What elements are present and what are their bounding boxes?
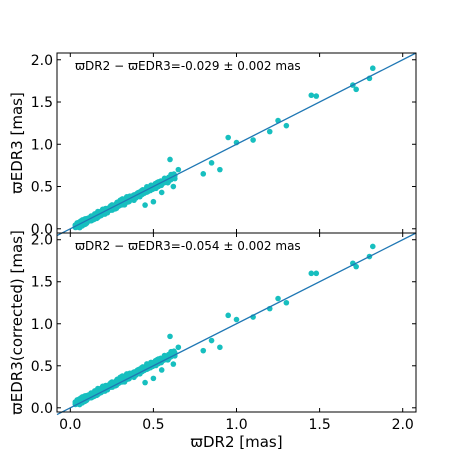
data-point xyxy=(142,379,148,386)
data-point xyxy=(175,344,182,351)
data-point xyxy=(217,344,223,351)
y-tick-label: 0.5 xyxy=(31,180,53,196)
y-tick-label: 1.5 xyxy=(31,275,53,291)
data-point xyxy=(150,375,157,382)
data-point xyxy=(200,347,207,354)
data-point xyxy=(353,263,359,270)
y-tick-label: 2.0 xyxy=(31,53,53,69)
data-point xyxy=(208,160,215,166)
top-panel-y-axis-label: ϖEDR3 [mas] xyxy=(8,92,26,194)
x-tick-label: 1.0 xyxy=(225,417,247,433)
data-point xyxy=(275,295,281,302)
data-point xyxy=(283,122,290,129)
y-tick-label: 1.0 xyxy=(31,317,53,333)
data-point xyxy=(250,137,256,143)
bottom-panel-x-axis-label: ϖDR2 [mas] xyxy=(190,433,282,451)
data-point xyxy=(283,299,290,306)
data-point xyxy=(313,270,320,277)
top-panel-annotation: ϖDR2 − ϖEDR3=-0.029 ± 0.002 mas xyxy=(75,59,301,73)
data-point xyxy=(175,166,182,173)
top-panel-points xyxy=(72,65,376,231)
data-point xyxy=(170,183,177,190)
data-point xyxy=(158,189,165,196)
y-tick-label: 1.5 xyxy=(31,95,53,111)
x-tick-label: 1.5 xyxy=(308,417,330,433)
data-point xyxy=(170,361,177,367)
data-point xyxy=(150,198,157,205)
data-point xyxy=(217,166,223,173)
top-panel: 0.0 0.5 1.0 1.5 2.0 ϖDR2 − ϖEDR3=-0.029 ± 0.… xyxy=(8,52,417,238)
data-point xyxy=(225,134,231,141)
top-panel-one-to-one-line xyxy=(56,52,417,237)
data-point xyxy=(369,65,376,72)
x-tick-label: 2.0 xyxy=(392,417,414,433)
data-point xyxy=(233,316,240,323)
data-point xyxy=(266,128,273,135)
y-tick-label: 1.0 xyxy=(31,137,53,153)
data-point xyxy=(313,93,320,99)
x-tick-label: 0.0 xyxy=(59,417,81,433)
bottom-panel: 0.0 0.5 1.0 1.5 2.0 0.0 0.5 1.0 1.5 2.0 ϖDR2 − ϖE… xyxy=(8,230,417,451)
y-tick-label: 0.0 xyxy=(31,222,53,238)
data-point xyxy=(167,156,173,163)
data-point xyxy=(353,86,359,93)
data-point xyxy=(167,333,173,340)
data-point xyxy=(308,92,315,99)
data-point xyxy=(208,337,215,344)
data-point xyxy=(114,377,120,384)
data-point xyxy=(158,367,165,373)
bottom-panel-y-axis-label: ϖEDR3(corrected) [mas] xyxy=(8,230,26,415)
bottom-panel-annotation: ϖDR2 − ϖEDR3=-0.054 ± 0.002 mas xyxy=(75,239,301,253)
y-tick-label: 0.5 xyxy=(31,359,53,375)
top-panel-ticks: 0.0 0.5 1.0 1.5 2.0 xyxy=(31,53,416,238)
bottom-panel-frame xyxy=(56,232,417,413)
y-tick-label: 0.0 xyxy=(31,401,53,417)
data-point xyxy=(162,354,168,360)
y-tick-label: 2.0 xyxy=(31,233,53,249)
bottom-panel-ticks: 0.0 0.5 1.0 1.5 2.0 0.0 0.5 1.0 1.5 2.0 xyxy=(31,233,416,433)
bottom-panel-points xyxy=(72,243,376,408)
data-point xyxy=(107,380,114,386)
data-point xyxy=(369,243,376,250)
data-point xyxy=(308,270,315,277)
data-point xyxy=(142,202,148,208)
data-point xyxy=(225,312,231,319)
x-tick-label: 0.5 xyxy=(142,417,164,433)
data-point xyxy=(138,365,144,372)
data-point xyxy=(200,171,207,177)
bottom-panel-one-to-one-line xyxy=(56,232,417,416)
